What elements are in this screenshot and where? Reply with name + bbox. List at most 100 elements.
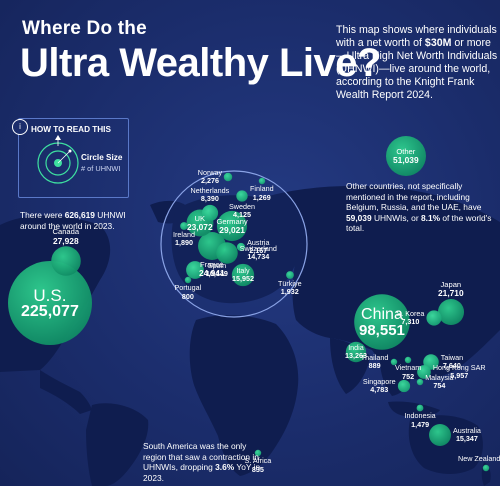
central-america-land: [40, 370, 92, 414]
label-switzerland: Switzerland 14,734: [239, 243, 277, 262]
bubble-japan: [437, 298, 465, 326]
label-name: Indonesia: [404, 411, 436, 421]
label-other: Other 51,039: [393, 146, 419, 165]
label-value: 4,125: [232, 210, 251, 220]
intro-highlight: $30M: [424, 37, 452, 49]
bubble-india: [345, 341, 367, 363]
label-value: 8,390: [200, 194, 219, 204]
bubble-finland: [258, 177, 266, 185]
other-note-p1: Other countries, not specifically mentio…: [346, 181, 482, 212]
sa-note-pct: 3.6%: [215, 462, 235, 472]
label-value: 754: [433, 381, 446, 390]
bubble-s-korea: [426, 310, 442, 326]
label-name: S. Korea: [396, 308, 425, 318]
africa-land: [189, 315, 299, 476]
how-to-read-box: i HOW TO READ THIS Circle Size # of UHNW…: [12, 118, 129, 198]
label-name: Norway: [197, 167, 223, 177]
asia-land: [262, 185, 500, 380]
label-value: 889: [368, 361, 381, 370]
label-value: 835: [251, 464, 264, 474]
label-value: 4,783: [370, 385, 389, 394]
bubble-other: [385, 135, 427, 177]
bubble-italy: [231, 263, 255, 287]
label-name: Germany: [216, 216, 248, 226]
label-indonesia: Indonesia 1,479: [405, 412, 436, 429]
bubble-netherlands: [201, 204, 219, 222]
intro-part-2: or more —Ultra High Net Worth Individual…: [336, 37, 498, 101]
sa-note-p2: YoY in 2023.: [143, 462, 261, 483]
label-name: Türkiye: [278, 278, 302, 288]
label-name: Australia: [452, 425, 481, 435]
intro-part-1: This map shows where individuals with a …: [336, 24, 497, 49]
bubble-taiwan: [423, 354, 439, 370]
indonesia-land: [388, 401, 440, 417]
label-name: France: [199, 259, 224, 269]
label-name: U.S.: [33, 285, 67, 305]
label-ireland: Ireland 1,890: [173, 229, 195, 248]
label-malaysia: Malaysia 754: [425, 373, 453, 391]
label-name: China: [361, 305, 403, 323]
label-value: 225,077: [21, 302, 79, 320]
label-name: Austria: [247, 237, 270, 247]
label-germany: Germany 29,021: [216, 216, 248, 235]
label-name: S. Africa: [244, 456, 272, 466]
label-hong-kong-sar: Hong Kong SAR 5,957: [432, 362, 486, 381]
label-value: 98,551: [359, 321, 405, 339]
australia-land: [408, 415, 483, 474]
label-name: Other: [396, 146, 416, 156]
label-s-korea: S. Korea 7,310: [396, 308, 425, 327]
label-name: Ireland: [173, 229, 195, 239]
total-note-p1: There were: [20, 210, 65, 220]
other-note-pct: 8.1%: [420, 212, 441, 223]
bubble-canada: [51, 246, 81, 276]
label-name: Singapore: [362, 376, 396, 386]
label-portugal: Portugal 800: [175, 283, 202, 301]
label-france: France 24,941: [199, 259, 225, 279]
bubble-spain: [186, 261, 204, 279]
label-name: India: [348, 342, 364, 352]
circle-size-desc: # of UHNWI: [81, 164, 121, 173]
label-name: Taiwan: [440, 352, 464, 362]
intro-text: This map shows where individuals with a …: [336, 24, 498, 102]
label-name: Finland: [250, 184, 274, 194]
total-note-p2: UHNWI around the world in 2023.: [20, 210, 126, 231]
label-name: Thailand: [360, 352, 389, 362]
label-name: Hong Kong SAR: [432, 362, 486, 372]
label-s-africa: S. Africa 835: [244, 456, 272, 474]
label-name: Italy: [236, 265, 250, 275]
bubble-vietnam: [404, 356, 412, 364]
label-value: 1,479: [411, 419, 430, 429]
label-italy: Italy 15,952: [232, 265, 254, 284]
label-value: 14,734: [247, 252, 270, 261]
label-name: New Zealand: [458, 453, 500, 463]
label-name: Netherlands: [190, 185, 230, 195]
label-value: 10,149: [205, 269, 228, 278]
label-value: 24,941: [199, 268, 225, 279]
total-uhnwi-note: There were 626,619 UHNWI around the worl…: [20, 210, 135, 231]
label-name: Sweden: [229, 201, 255, 211]
label-australia: Australia 15,347: [452, 425, 481, 444]
bubble-austria: [236, 242, 246, 252]
bubble-hong-kong-sar: [417, 365, 431, 379]
label-name: Canada: [52, 227, 80, 237]
label-austria: Austria 2,167: [247, 237, 270, 256]
label-value: 51,039: [393, 155, 419, 165]
sa-note-p1: South America was the only region that s…: [143, 441, 259, 472]
label-name: Switzerland: [239, 243, 277, 253]
label-thailand: Thailand 889: [360, 352, 389, 371]
label-name: Spain: [207, 260, 227, 270]
south-america-note: South America was the only region that s…: [143, 441, 261, 483]
label-value: 752: [402, 371, 415, 381]
label-norway: Norway 2,276: [197, 167, 223, 186]
label-canada: Canada 27,928: [52, 227, 80, 245]
label-value: 29,021: [219, 225, 245, 235]
label-singapore: Singapore 4,783: [362, 376, 396, 395]
label-u-s-: U.S. 225,077: [21, 287, 79, 320]
label-value: 15,952: [232, 274, 254, 283]
label-uk: UK 23,072: [187, 214, 213, 232]
label-value: 15,347: [455, 434, 478, 443]
total-note-number: 626,619: [64, 210, 95, 220]
title-line-2: Ultra Wealthy Live?: [20, 41, 381, 85]
